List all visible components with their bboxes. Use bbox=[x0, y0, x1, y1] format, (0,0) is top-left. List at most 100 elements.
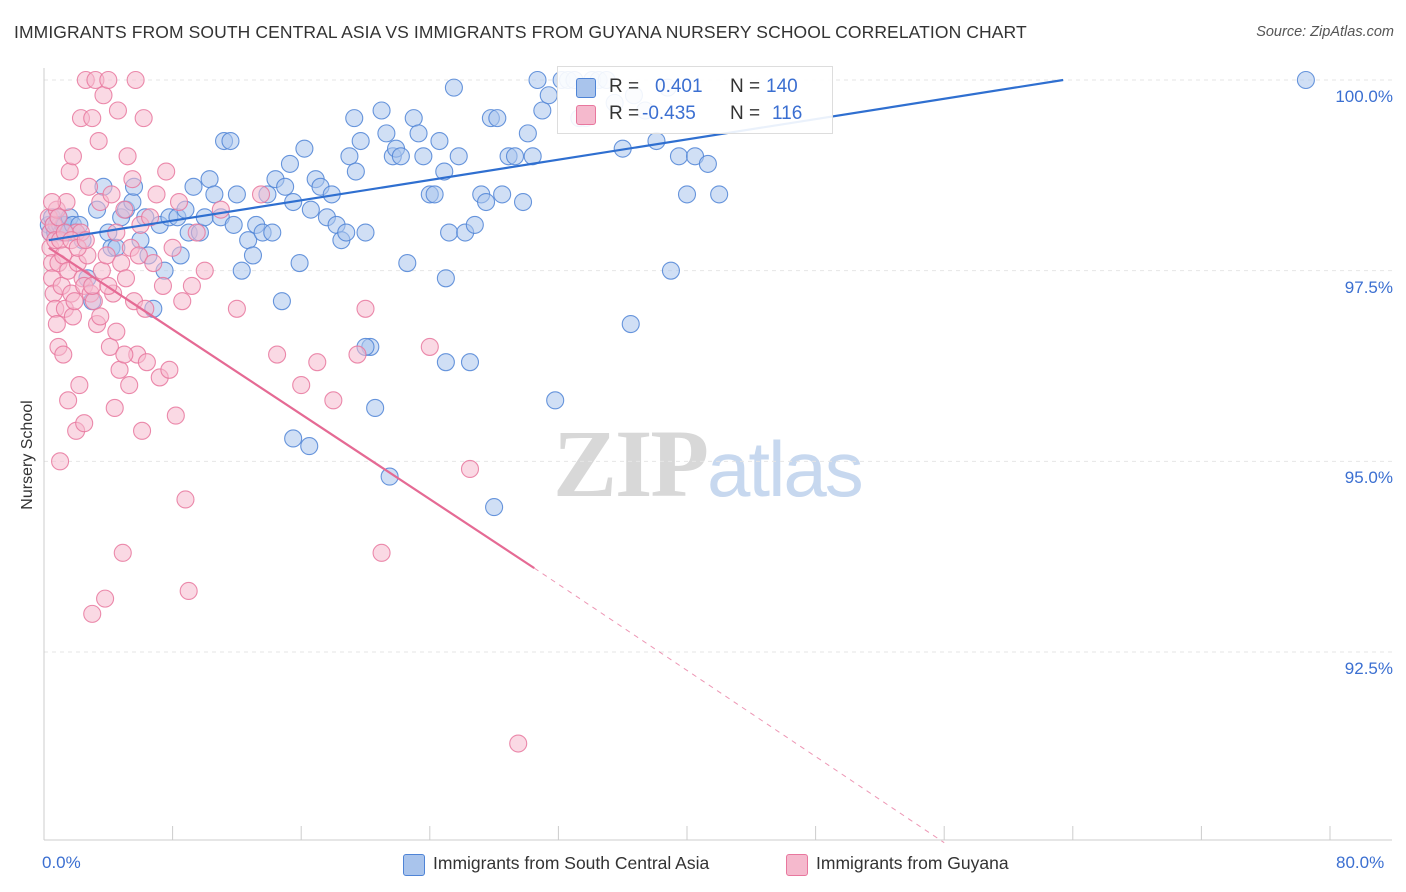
point-guyana bbox=[251, 185, 271, 204]
point-guyana bbox=[187, 223, 206, 242]
point-guyana bbox=[134, 109, 153, 128]
point-south-central-asia bbox=[276, 177, 295, 196]
point-guyana bbox=[123, 170, 142, 189]
point-south-central-asia bbox=[436, 353, 455, 372]
point-south-central-asia bbox=[263, 223, 282, 242]
point-guyana bbox=[99, 70, 118, 90]
watermark-zip: ZIP bbox=[553, 410, 709, 517]
point-south-central-asia bbox=[377, 124, 396, 143]
legend-swatch-pink bbox=[786, 854, 808, 876]
point-south-central-asia bbox=[398, 253, 417, 273]
point-south-central-asia bbox=[710, 185, 729, 204]
point-south-central-asia bbox=[513, 192, 533, 212]
point-south-central-asia bbox=[435, 162, 454, 181]
legend-swatch-blue bbox=[403, 854, 425, 876]
x-tick-label-max: 80.0% bbox=[1336, 853, 1385, 872]
point-guyana bbox=[176, 490, 195, 509]
point-guyana bbox=[84, 292, 103, 311]
point-south-central-asia bbox=[477, 192, 496, 212]
point-guyana bbox=[308, 353, 327, 372]
point-guyana bbox=[105, 398, 124, 417]
point-guyana bbox=[51, 452, 70, 471]
point-south-central-asia bbox=[485, 498, 504, 517]
point-guyana bbox=[141, 208, 160, 227]
point-south-central-asia bbox=[440, 223, 459, 242]
point-guyana bbox=[102, 185, 121, 204]
legend-n-label: N = bbox=[730, 76, 761, 97]
point-guyana bbox=[292, 376, 311, 395]
point-south-central-asia bbox=[488, 109, 507, 128]
point-guyana bbox=[60, 162, 79, 181]
point-guyana bbox=[54, 345, 73, 364]
point-south-central-asia bbox=[337, 223, 356, 242]
point-south-central-asia bbox=[300, 437, 319, 456]
point-south-central-asia bbox=[295, 139, 314, 158]
point-guyana bbox=[89, 131, 108, 151]
legend-swatch-pink bbox=[576, 105, 596, 125]
point-guyana bbox=[65, 292, 84, 311]
point-south-central-asia bbox=[221, 131, 240, 151]
point-south-central-asia bbox=[661, 261, 680, 280]
point-guyana bbox=[115, 345, 134, 364]
chart-source: Source: ZipAtlas.com bbox=[1256, 24, 1394, 40]
point-south-central-asia bbox=[366, 398, 385, 417]
point-south-central-asia bbox=[528, 70, 547, 90]
point-south-central-asia bbox=[272, 292, 291, 311]
point-guyana bbox=[97, 246, 116, 265]
point-guyana bbox=[108, 101, 127, 120]
axis-layer bbox=[43, 68, 1392, 841]
point-guyana bbox=[372, 543, 391, 562]
point-south-central-asia bbox=[449, 147, 468, 166]
series-legend: Immigrants from South Central Asia Immig… bbox=[0, 852, 1406, 876]
point-south-central-asia bbox=[301, 200, 320, 219]
point-guyana bbox=[324, 391, 343, 410]
point-south-central-asia bbox=[243, 246, 263, 265]
point-guyana bbox=[59, 391, 78, 410]
point-south-central-asia bbox=[351, 131, 370, 151]
x-tick-label-min: 0.0% bbox=[42, 853, 81, 872]
point-guyana bbox=[112, 253, 131, 273]
point-south-central-asia bbox=[539, 86, 558, 105]
point-south-central-asia bbox=[444, 78, 463, 97]
point-guyana bbox=[356, 299, 375, 318]
legend-n-value: 116 bbox=[772, 103, 803, 124]
legend-swatch-blue bbox=[576, 78, 596, 98]
point-south-central-asia bbox=[647, 131, 666, 151]
point-south-central-asia bbox=[533, 101, 552, 120]
point-guyana bbox=[160, 360, 179, 379]
point-guyana bbox=[129, 246, 148, 265]
legend-label: Immigrants from South Central Asia bbox=[433, 853, 710, 873]
point-guyana bbox=[83, 604, 102, 623]
point-guyana bbox=[75, 414, 94, 433]
point-south-central-asia bbox=[372, 101, 391, 120]
point-south-central-asia bbox=[409, 124, 428, 143]
chart-title: IMMIGRANTS FROM SOUTH CENTRAL ASIA VS IM… bbox=[14, 22, 1027, 42]
legend-item-guyana[interactable]: Immigrants from Guyana bbox=[786, 852, 1046, 876]
point-south-central-asia bbox=[493, 185, 512, 204]
series-south-central-asia bbox=[39, 70, 1315, 517]
point-south-central-asia bbox=[518, 124, 537, 143]
point-south-central-asia bbox=[380, 467, 399, 486]
legend-r-label: R = bbox=[609, 76, 640, 97]
point-south-central-asia bbox=[1296, 70, 1315, 90]
point-guyana bbox=[157, 162, 176, 181]
point-south-central-asia bbox=[436, 269, 455, 288]
point-guyana bbox=[173, 292, 192, 311]
legend-r-value: 0.401 bbox=[655, 76, 703, 97]
point-guyana bbox=[348, 345, 367, 364]
point-guyana bbox=[47, 315, 66, 334]
point-guyana bbox=[420, 337, 439, 356]
legend-item-south-central-asia[interactable]: Immigrants from South Central Asia bbox=[403, 852, 763, 876]
legend-r-label: R = bbox=[609, 103, 640, 124]
point-guyana bbox=[182, 276, 201, 295]
point-south-central-asia bbox=[460, 353, 480, 372]
point-guyana bbox=[63, 147, 82, 166]
series-guyana bbox=[39, 70, 528, 753]
point-guyana bbox=[100, 337, 119, 356]
point-south-central-asia bbox=[465, 215, 484, 234]
point-guyana bbox=[116, 269, 136, 288]
point-guyana bbox=[166, 406, 185, 425]
point-guyana bbox=[70, 376, 89, 395]
point-guyana bbox=[147, 185, 166, 204]
point-south-central-asia bbox=[677, 185, 697, 204]
